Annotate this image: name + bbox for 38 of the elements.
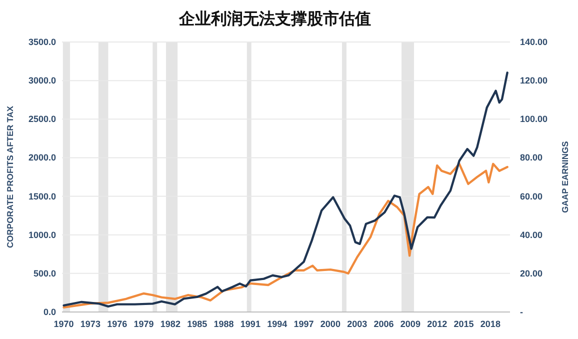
x-tick-label: 2009: [400, 319, 420, 329]
y2-tick-label: 120.00: [520, 76, 548, 86]
y-tick-label: 2000.0: [28, 152, 56, 163]
y2-axis-title: GAAP EARNINGS: [560, 140, 570, 213]
x-tick-label: 1985: [187, 319, 208, 329]
y2-tick-label: 140.00: [520, 37, 548, 47]
x-tick-label: 1988: [214, 319, 234, 329]
x-tick-label: 1991: [240, 319, 260, 329]
x-tick-label: 2015: [454, 319, 474, 329]
y-tick-label: 2500.0: [28, 114, 56, 124]
line-series: [62, 72, 508, 308]
x-tick-label: 2000: [320, 319, 340, 329]
y2-tick-label: 40.00: [520, 230, 543, 240]
y2-tick-label: 60.00: [520, 191, 543, 202]
y2-tick-label: 100.00: [520, 114, 548, 124]
x-tick-label: 2012: [427, 319, 448, 329]
x-tick-label: 1997: [294, 319, 314, 329]
y-tick-label: 3500.0: [28, 37, 56, 47]
x-tick-label: 1994: [267, 319, 288, 329]
y-tick-label: 1000.0: [28, 230, 56, 240]
y-tick-label: 0.0: [43, 307, 56, 317]
x-tick-label: 1970: [54, 319, 74, 329]
x-tick-label: 1979: [134, 319, 154, 329]
x-tick-label: 1982: [160, 319, 180, 329]
y-tick-label: 1500.0: [28, 191, 56, 202]
line-series: [62, 162, 508, 308]
x-tick-label: 2003: [347, 319, 368, 329]
y2-tick-label: -: [520, 307, 523, 317]
x-tick-label: 1976: [107, 319, 128, 329]
chart-title: 企业利润无法支撑股市估值: [178, 10, 371, 28]
y-tick-label: 3000.0: [28, 76, 56, 86]
y2-tick-label: 20.00: [520, 268, 543, 278]
y-axis-title: CORPORATE PROFITS AFTER TAX: [5, 106, 15, 248]
x-tick-label: 1973: [80, 319, 100, 329]
y2-tick-label: 80.00: [520, 152, 543, 163]
y-tick-label: 500.0: [33, 268, 56, 278]
x-tick-label: 2018: [480, 319, 500, 329]
x-tick-label: 2006: [374, 319, 394, 329]
